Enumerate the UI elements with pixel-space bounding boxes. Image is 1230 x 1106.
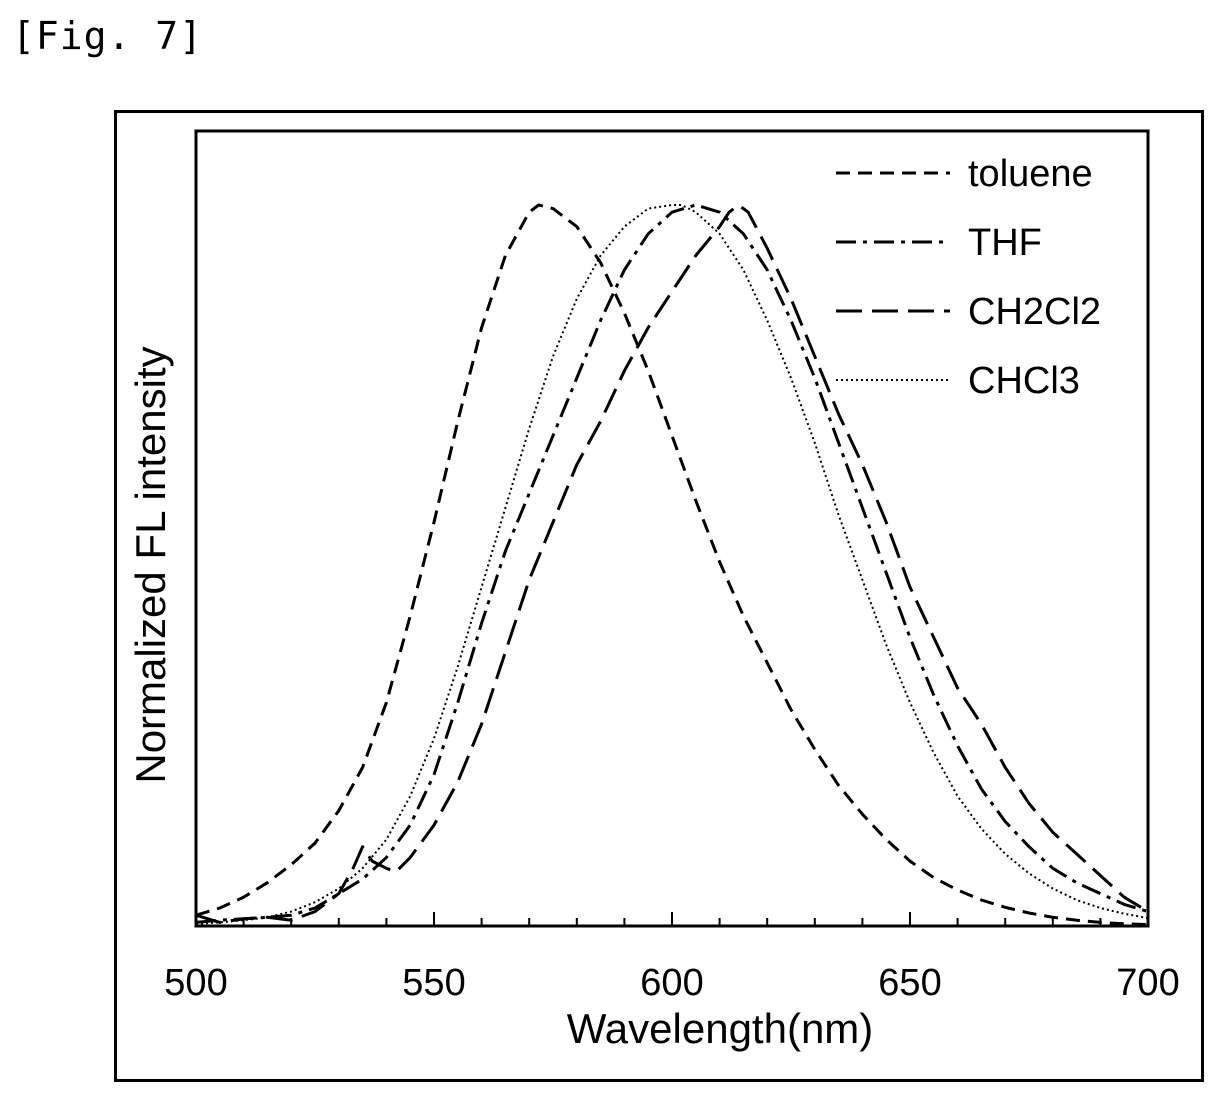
x-tick-label: 500 — [164, 962, 227, 1004]
series-lines — [195, 203, 1149, 927]
legend: toluene THF CH2Cl2 CHCl3 — [836, 153, 1101, 402]
y-axis-title: Normalized FL intensity — [127, 346, 174, 783]
series-line-chcl3 — [195, 204, 1149, 925]
x-tick-label: 600 — [640, 962, 703, 1004]
figure-frame — [114, 110, 1204, 1082]
x-tick-label: 700 — [1116, 962, 1179, 1004]
x-axis-ticks — [195, 912, 1149, 926]
x-tick-label: 650 — [878, 962, 941, 1004]
series-line-ch2cl2 — [195, 203, 1149, 924]
legend-label-ch2cl2: CH2Cl2 — [968, 291, 1101, 333]
legend-label-toluene: toluene — [968, 153, 1093, 195]
series-line-toluene — [195, 203, 1149, 927]
x-tick-label: 550 — [402, 962, 465, 1004]
legend-label-chcl3: CHCl3 — [968, 360, 1080, 402]
series-line-thf — [195, 203, 1149, 924]
figure-label: [Fig. 7] — [12, 14, 204, 58]
x-axis-title: Wavelength(nm) — [567, 1005, 874, 1052]
x-axis-tick-labels: 500 550 600 650 700 — [164, 962, 1179, 1004]
legend-label-thf: THF — [968, 222, 1042, 264]
